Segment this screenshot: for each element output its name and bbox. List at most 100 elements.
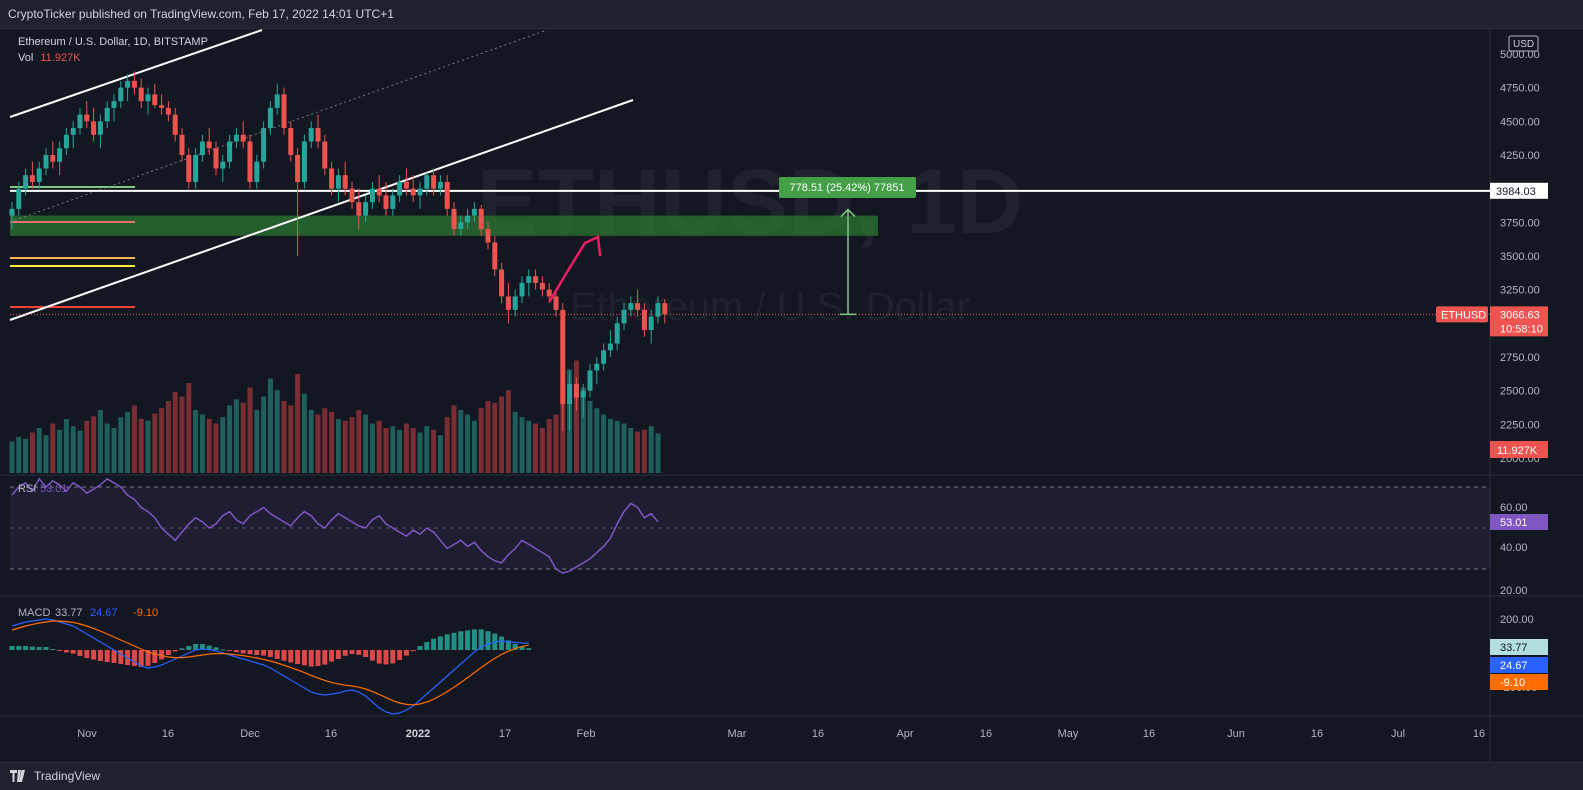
time-axis-tick: Feb: [577, 728, 596, 740]
time-axis-tick: Jun: [1227, 728, 1245, 740]
volume-bar: [641, 429, 647, 473]
volume-bar: [295, 374, 301, 473]
candle-body: [165, 107, 171, 115]
time-axis-tick: 16: [1473, 728, 1485, 740]
macd-histogram-bar: [240, 650, 246, 654]
price-axis-tick: 5000.00: [1500, 49, 1540, 61]
volume-bar: [512, 411, 518, 473]
volume-bar: [342, 420, 348, 473]
candle-body: [138, 87, 144, 102]
candle-body: [458, 222, 464, 230]
macd-histogram-bar: [526, 648, 532, 650]
volume-bar: [465, 414, 471, 473]
price-axis-tick: 4750.00: [1500, 83, 1540, 95]
tradingview-logo[interactable]: TradingView: [10, 769, 100, 783]
candle-body: [111, 101, 117, 108]
macd-label: MACD: [18, 607, 50, 619]
volume-bar: [16, 437, 22, 473]
volume-bar: [213, 423, 219, 473]
publish-bar: CryptoTicker published on TradingView.co…: [0, 0, 1583, 29]
footer-bar: TradingView: [0, 762, 1583, 790]
volume-bar: [193, 410, 199, 473]
volume-bar: [36, 428, 42, 473]
time-axis-tick: 17: [499, 728, 511, 740]
volume-bar: [607, 419, 613, 473]
macd-histogram-bar: [91, 650, 97, 660]
macd-histogram-bar: [57, 650, 63, 651]
macd-histogram-bar: [172, 650, 178, 652]
volume-bar: [594, 408, 600, 473]
time-axis-tick: Mar: [728, 728, 747, 740]
macd-histogram-bar: [349, 650, 355, 654]
volume-bar: [573, 360, 579, 473]
candle-body: [329, 168, 335, 189]
macd-histogram-bar: [97, 650, 103, 661]
volume-bar: [553, 414, 559, 473]
candle-body: [63, 134, 69, 149]
volume-bar: [499, 396, 505, 473]
candle-body: [104, 107, 110, 122]
volume-header: Vol 11.927K: [18, 52, 81, 64]
volume-bar: [403, 423, 409, 473]
volume-bar: [220, 417, 226, 473]
candle-body: [159, 105, 165, 108]
watermark-symbol: ETHUSD, 1D: [477, 151, 1024, 253]
macd-histogram-bar: [233, 650, 239, 653]
volume-bar: [131, 405, 137, 473]
symbol-price-tag: [1436, 306, 1488, 323]
candle-body: [628, 303, 634, 310]
price-axis-tick: 3250.00: [1500, 285, 1540, 297]
macd-histogram-bar: [254, 650, 260, 655]
macd-value-tag: [1490, 657, 1548, 673]
volume-bar: [145, 420, 151, 473]
resistance-price-tag: [1490, 182, 1548, 199]
macd-histogram-bar: [131, 650, 137, 666]
candle-body: [118, 87, 124, 102]
macd-histogram-bar: [431, 638, 437, 650]
macd-histogram-bar: [145, 650, 151, 666]
measure-label-box: [779, 177, 916, 198]
macd-histogram-bar: [471, 629, 477, 650]
volume-bar: [458, 410, 464, 473]
candle-body: [573, 383, 579, 398]
volume-bar: [9, 441, 15, 473]
candle-body: [533, 276, 539, 283]
candle-body: [417, 188, 423, 196]
volume-bar: [546, 419, 552, 473]
macd-histogram-bar: [227, 650, 233, 651]
volume-bar: [227, 405, 233, 473]
candle-body: [519, 282, 525, 297]
rsi-tag-label: 53.01: [1500, 517, 1528, 529]
countdown-label: 10:58:10: [1500, 323, 1543, 335]
macd-histogram-bar: [335, 650, 341, 659]
macd-histogram-bar: [199, 644, 205, 650]
candle-body: [9, 208, 15, 216]
candle-body: [526, 276, 532, 283]
time-axis-tick: 16: [325, 728, 337, 740]
candle-body: [322, 141, 328, 169]
candle-body: [539, 282, 545, 290]
volume-bar: [471, 420, 477, 473]
candle-body: [193, 155, 199, 182]
candle-body: [57, 148, 63, 162]
macd-histogram-bar: [186, 646, 192, 650]
volume-bar: [485, 401, 491, 473]
candle-body: [301, 141, 307, 182]
volume-bar: [410, 428, 416, 473]
macd-histogram-bar: [519, 646, 525, 650]
volume-bar: [254, 410, 260, 473]
volume-bar: [505, 390, 511, 473]
measure-label: 778.51 (25.42%) 77851: [790, 182, 905, 194]
candle-body: [614, 323, 620, 344]
macd-histogram-bar: [295, 650, 301, 664]
price-axis-tick: 2750.00: [1500, 352, 1540, 364]
price-axis-tick: 4250.00: [1500, 150, 1540, 162]
volume-bar: [77, 430, 83, 473]
candle-body: [295, 155, 301, 182]
time-axis-tick: Jul: [1391, 728, 1405, 740]
macd-histogram-bar: [29, 646, 35, 650]
macd-histogram-bar: [261, 650, 267, 656]
volume-bar: [159, 408, 165, 473]
volume-bar: [97, 410, 103, 473]
